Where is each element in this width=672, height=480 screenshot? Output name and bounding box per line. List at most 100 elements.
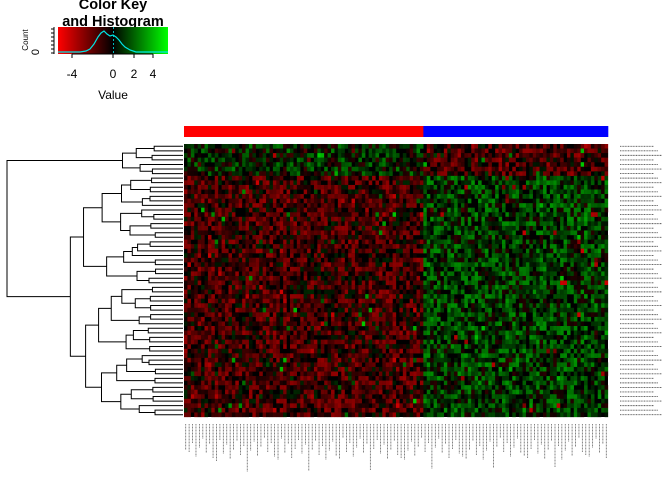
heatmap-cell bbox=[556, 230, 561, 236]
heatmap-cell bbox=[279, 175, 284, 181]
heatmap-cell bbox=[317, 225, 321, 231]
heatmap-cell bbox=[396, 244, 400, 249]
heatmap-cell bbox=[522, 353, 527, 358]
heatmap-cell bbox=[604, 198, 609, 204]
heatmap-cell bbox=[187, 216, 191, 222]
heatmap-cell bbox=[266, 294, 270, 299]
heatmap-cell bbox=[269, 207, 274, 213]
heatmap-cell bbox=[262, 339, 267, 345]
heatmap-cell bbox=[437, 344, 441, 349]
heatmap-cell bbox=[279, 357, 284, 363]
heatmap-cell bbox=[382, 216, 386, 222]
heatmap-cell bbox=[573, 275, 578, 281]
heatmap-cell bbox=[430, 289, 434, 295]
heatmap-cell bbox=[495, 212, 499, 217]
heatmap-cell bbox=[348, 166, 352, 172]
heatmap-cell bbox=[214, 189, 219, 195]
heatmap-cell bbox=[372, 280, 376, 286]
heatmap-cell bbox=[351, 321, 356, 327]
heatmap-cell bbox=[197, 303, 202, 308]
heatmap-cell bbox=[478, 230, 482, 236]
heatmap-cell bbox=[474, 257, 479, 263]
heatmap-cell bbox=[549, 307, 554, 313]
heatmap-cell bbox=[529, 285, 533, 290]
heatmap-cell bbox=[389, 326, 393, 331]
heatmap-cell bbox=[184, 348, 188, 354]
heatmap-cell bbox=[252, 244, 256, 249]
heatmap-cell bbox=[351, 344, 356, 349]
heatmap-cell bbox=[245, 239, 250, 245]
heatmap-cell bbox=[597, 271, 602, 277]
heatmap-cell bbox=[344, 266, 349, 272]
heatmap-cell bbox=[447, 298, 451, 304]
heatmap-cell bbox=[440, 353, 445, 358]
heatmap-cell bbox=[587, 221, 592, 227]
heatmap-cell bbox=[255, 307, 260, 313]
heatmap-cell bbox=[337, 180, 342, 186]
heatmap-cell bbox=[245, 271, 250, 277]
heatmap-cell bbox=[495, 175, 499, 181]
heatmap-cell bbox=[597, 248, 602, 254]
heatmap-cell bbox=[495, 248, 499, 254]
heatmap-cell bbox=[187, 244, 191, 249]
heatmap-cell bbox=[317, 144, 321, 149]
heatmap-cell bbox=[300, 257, 304, 263]
heatmap-cell bbox=[372, 339, 376, 345]
heatmap-cell bbox=[307, 157, 311, 163]
heatmap-cell bbox=[498, 175, 503, 181]
heatmap-cell bbox=[204, 285, 209, 290]
heatmap-cell bbox=[502, 207, 506, 213]
heatmap-cell bbox=[272, 316, 277, 322]
heatmap-cell bbox=[324, 244, 328, 249]
heatmap-cell bbox=[460, 262, 465, 267]
heatmap-cell bbox=[419, 184, 424, 190]
heatmap-cell bbox=[440, 303, 445, 308]
heatmap-cell bbox=[382, 166, 386, 172]
heatmap-cell bbox=[385, 280, 390, 286]
heatmap-cell bbox=[389, 271, 393, 277]
heatmap-cell bbox=[563, 289, 568, 295]
heatmap-cell bbox=[433, 212, 438, 217]
heatmap-cell bbox=[331, 221, 335, 227]
heatmap-cell bbox=[584, 198, 588, 204]
heatmap-cell bbox=[536, 253, 540, 258]
heatmap-cell bbox=[354, 244, 359, 249]
heatmap-cell bbox=[464, 316, 468, 322]
heatmap-cell bbox=[351, 248, 356, 254]
heatmap-cell bbox=[556, 189, 561, 195]
heatmap-cell bbox=[214, 194, 219, 199]
heatmap-cell bbox=[440, 157, 445, 163]
heatmap-cell bbox=[426, 203, 431, 208]
heatmap-cell bbox=[471, 207, 475, 213]
heatmap-cell bbox=[344, 294, 349, 299]
heatmap-cell bbox=[235, 303, 239, 308]
heatmap-cell bbox=[255, 275, 260, 281]
heatmap-cell bbox=[354, 207, 359, 213]
heatmap-cell bbox=[365, 262, 369, 267]
heatmap-cell bbox=[252, 307, 256, 313]
heatmap-cell bbox=[430, 207, 434, 213]
heatmap-cell bbox=[406, 175, 410, 181]
heatmap-cell bbox=[290, 239, 294, 245]
heatmap-cell bbox=[344, 280, 349, 286]
heatmap-cell bbox=[512, 294, 516, 299]
heatmap-cell bbox=[529, 326, 533, 331]
heatmap-cell bbox=[471, 248, 475, 254]
heatmap-cell bbox=[543, 157, 547, 163]
heatmap-cell bbox=[293, 194, 297, 199]
heatmap-cell bbox=[546, 307, 551, 313]
heatmap-cell bbox=[375, 235, 380, 240]
heatmap-cell bbox=[235, 280, 239, 286]
heatmap-cell bbox=[423, 184, 427, 190]
heatmap-cell bbox=[560, 294, 564, 299]
heatmap-cell bbox=[454, 344, 458, 349]
heatmap-cell bbox=[235, 184, 239, 190]
heatmap-cell bbox=[590, 257, 595, 263]
heatmap-cell bbox=[406, 194, 410, 199]
heatmap-cell bbox=[430, 203, 434, 208]
heatmap-cell bbox=[286, 321, 291, 327]
heatmap-cell bbox=[194, 357, 198, 363]
heatmap-cell bbox=[536, 166, 540, 172]
heatmap-cell bbox=[252, 216, 256, 222]
heatmap-cell bbox=[245, 248, 250, 254]
